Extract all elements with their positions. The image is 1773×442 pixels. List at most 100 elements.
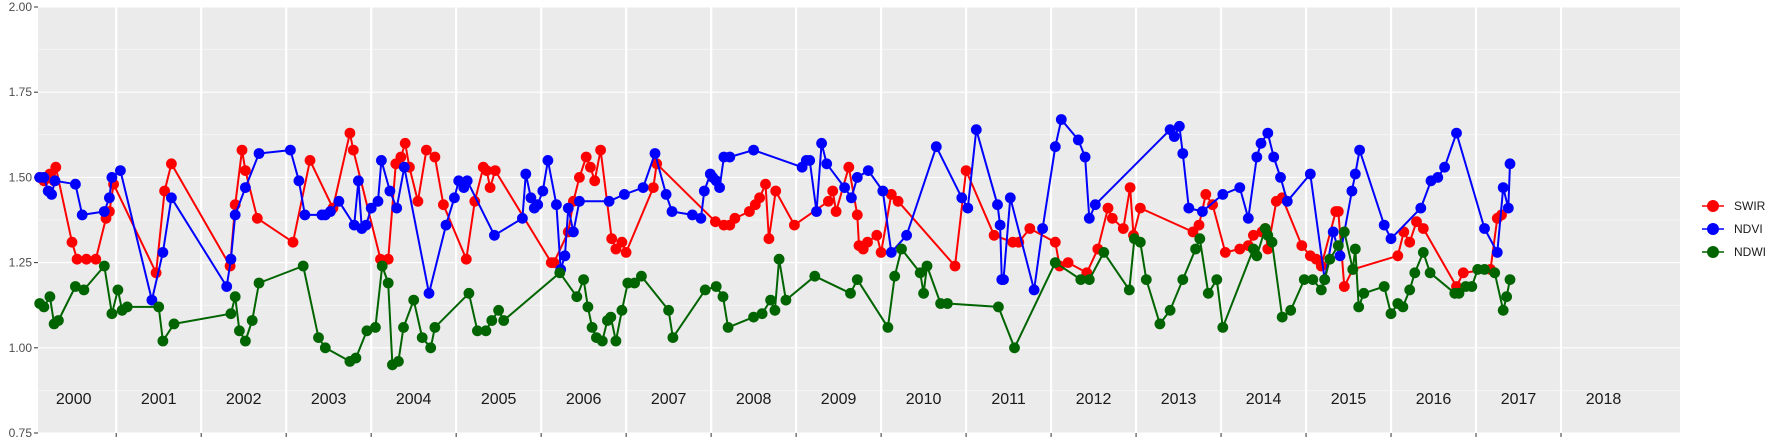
data-point-swir [574,172,585,183]
data-point-ndwi [1497,304,1509,316]
data-point-ndvi [384,185,396,197]
data-point-ndwi [253,277,265,289]
legend-marker-ndwi [1707,246,1719,258]
data-point-swir [729,212,741,224]
data-point-ndwi [157,335,169,347]
data-point-ndvi [1349,168,1361,180]
data-point-ndwi [53,315,64,326]
year-label: 2011 [991,391,1026,408]
data-point-ndwi [398,322,409,333]
data-point-ndvi [70,178,81,190]
data-point-swir [90,253,102,265]
data-point-ndwi [616,304,628,316]
data-point-swir [460,253,472,265]
data-point-ndvi [603,195,615,207]
data-point-ndvi [285,144,296,156]
y-tick-label: 1.50 [9,170,33,184]
data-point-ndwi [493,304,504,316]
data-point-ndwi [1324,253,1336,265]
data-point-ndvi [1281,195,1293,207]
data-point-ndvi [930,141,942,153]
data-point-ndwi [429,322,441,333]
data-point-ndvi [695,212,707,224]
data-point-ndwi [1338,226,1350,238]
data-point-ndwi [153,301,165,313]
data-point-ndvi [637,182,649,194]
legend: SWIR NDVI NDWI [1702,199,1766,259]
year-label: 2017 [1501,391,1537,408]
data-point-ndvi [440,219,452,231]
series-ndwi [34,223,1516,371]
data-point-ndwi [1154,318,1166,330]
data-point-swir [1248,229,1259,241]
data-point-swir [399,137,411,149]
data-point-ndvi [240,182,251,194]
data-point-ndvi [1497,182,1509,194]
data-point-ndvi [1234,182,1246,194]
data-point-ndwi [578,274,589,285]
data-point-swir [1457,267,1469,279]
series-layer [34,114,1516,371]
data-point-ndvi [1346,185,1358,197]
data-point-ndvi [1491,247,1503,258]
data-point-ndvi [98,206,110,217]
data-point-ndwi [769,304,781,316]
year-label: 2004 [396,391,432,408]
data-point-swir [1049,236,1061,248]
data-point-ndwi [361,325,373,337]
data-point-ndvi [687,209,698,221]
series-ndvi [34,114,1516,306]
data-point-ndvi [885,247,897,258]
data-point-swir [754,192,765,204]
data-point-ndwi [809,270,821,282]
data-point-ndwi [1315,284,1327,296]
data-point-ndvi [619,189,630,200]
data-point-ndwi [914,267,926,279]
data-point-ndvi [998,274,1009,285]
data-point-ndwi [663,304,674,316]
data-point-ndvi [520,168,532,180]
data-point-swir [862,236,873,248]
data-point-ndwi [240,335,251,347]
data-point-swir [1296,240,1308,252]
data-point-ndvi [376,155,387,166]
data-point-ndwi [1211,274,1223,285]
data-point-ndwi [1332,240,1344,252]
data-point-ndwi [1009,342,1020,354]
data-point-ndvi [1089,199,1101,211]
data-point-ndwi [319,342,331,354]
year-label: 2008 [736,391,772,408]
data-point-ndvi [1168,131,1180,142]
year-label: 2018 [1586,391,1622,408]
y-axis: 0.75 1.00 1.25 1.50 1.75 2.00 [9,0,38,440]
data-point-ndwi [773,253,785,265]
data-point-ndvi [333,195,345,207]
data-point-ndvi [517,212,528,224]
data-point-ndwi [1251,250,1263,262]
data-point-swir [1404,236,1416,248]
data-point-ndvi [229,209,241,221]
data-point-ndwi [1404,284,1416,296]
data-point-ndwi [44,291,56,303]
data-point-ndvi [46,189,57,200]
data-point-swir [1207,199,1218,211]
data-point-swir [548,257,560,268]
data-point-ndwi [1194,233,1206,245]
data-point-swir [251,212,263,224]
data-point-ndwi [882,322,894,333]
data-point-swir [875,247,887,258]
data-point-swir [1024,223,1036,234]
data-point-ndwi [1202,287,1214,299]
data-point-ndvi [1432,172,1444,183]
data-point-ndvi [449,192,460,204]
year-label: 2013 [1161,391,1197,408]
data-point-swir [1234,243,1246,255]
data-point-ndwi [1347,264,1359,275]
data-point-ndwi [370,322,381,333]
data-point-ndwi [486,315,498,326]
data-point-swir [484,182,496,194]
data-point-ndwi [1385,308,1397,320]
data-point-ndwi [1409,267,1421,279]
data-point-swir [344,127,356,139]
